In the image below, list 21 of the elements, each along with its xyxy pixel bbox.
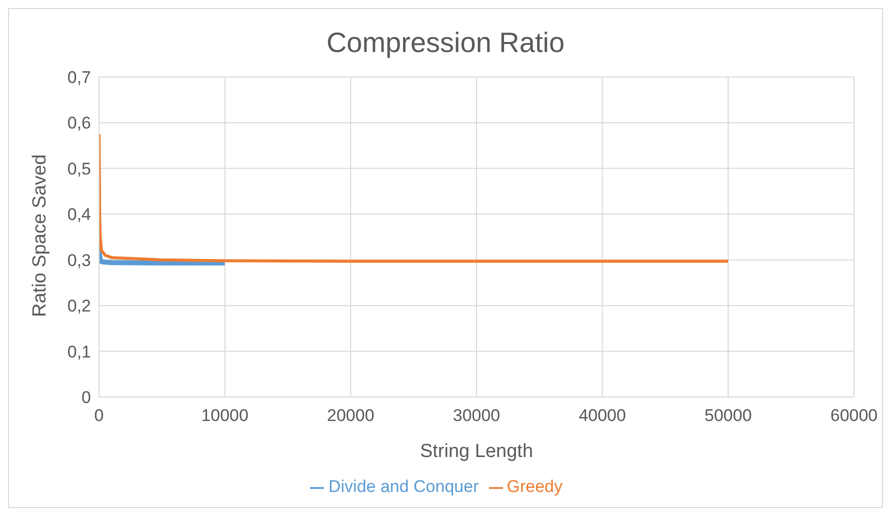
line-series — [99, 132, 730, 263]
x-tick-label: 50000 — [704, 406, 752, 425]
y-axis-title: Ratio Space Saved — [30, 154, 51, 317]
x-axis-title: String Length — [420, 441, 534, 462]
x-tick-label: 30000 — [452, 406, 500, 425]
y-tick-label: 0 — [82, 388, 91, 408]
legend-label: Divide and Conquer — [328, 477, 479, 496]
y-tick-label: 0,7 — [67, 68, 91, 88]
x-tick-label: 0 — [94, 406, 104, 425]
legend-label: Greedy — [506, 477, 562, 496]
x-tick-label: 20000 — [327, 406, 374, 425]
x-tick-label: 10000 — [201, 406, 248, 425]
y-tick-label: 0,5 — [67, 159, 91, 178]
y-tick-label: 0,6 — [67, 114, 91, 133]
x-tick-label: 60000 — [830, 406, 878, 425]
y-tick-label: 0,3 — [67, 250, 91, 270]
x-tick-label: 40000 — [578, 406, 626, 425]
y-tick-label: 0,2 — [67, 296, 91, 316]
chart-title: Compression Ratio — [325, 27, 566, 60]
y-tick-label: 0,4 — [67, 205, 91, 224]
y-tick-label: 0,1 — [67, 342, 91, 362]
